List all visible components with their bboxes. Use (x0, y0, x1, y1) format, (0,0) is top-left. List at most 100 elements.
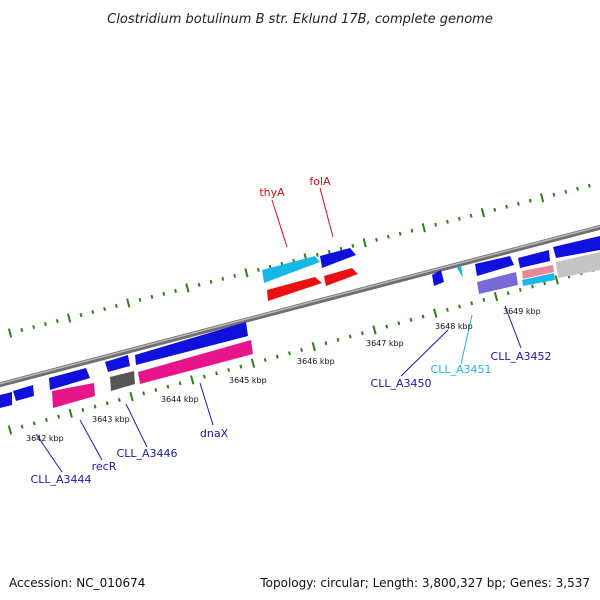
scale-tick (362, 238, 367, 248)
feature-CLL_A3451[interactable] (457, 265, 463, 278)
gene-label-CLL_A3450[interactable]: CLL_A3450 (371, 377, 432, 390)
feature-CLL_A3452[interactable] (518, 250, 550, 268)
scale-tick (554, 275, 559, 285)
scale-tick (505, 204, 509, 209)
scale-tick (55, 318, 59, 323)
scale-tick (386, 234, 390, 239)
scale-tick (493, 291, 499, 302)
scale-tick (162, 291, 166, 296)
inner-scale-track (7, 267, 595, 435)
feature-CLL_A3444[interactable] (49, 368, 90, 390)
scale-tick (209, 279, 213, 284)
gene-label-thyA[interactable]: thyA (259, 186, 285, 199)
scale-tick (233, 273, 237, 278)
gene-label-recR[interactable]: recR (92, 460, 117, 473)
feature-right-2[interactable] (477, 272, 518, 294)
scale-tick (397, 321, 401, 326)
scale-tick (202, 374, 206, 379)
scale-label: 3649 kbp (503, 307, 541, 316)
scale-tick (348, 334, 352, 339)
label-leaders (35, 187, 522, 473)
scale-label: 3643 kbp (92, 415, 130, 424)
scale-tick (91, 309, 95, 314)
scale-tick (311, 341, 316, 352)
scale-tick (138, 297, 142, 302)
scale-tick (150, 294, 154, 299)
scale-tick (457, 216, 461, 221)
feature-folA-rna[interactable] (324, 268, 358, 286)
scale-tick (410, 228, 414, 233)
scale-tick (445, 307, 449, 312)
feature-right-5[interactable] (553, 236, 600, 258)
scale-tick (68, 408, 73, 418)
scale-tick (166, 384, 170, 389)
scale-tick (385, 324, 389, 329)
scale-tick (375, 237, 378, 242)
scale-tick (469, 213, 473, 218)
scale-tick (221, 276, 225, 281)
feature-large-forward[interactable] (135, 322, 248, 365)
gene-label-CLL_A3446[interactable]: CLL_A3446 (117, 447, 178, 460)
feature-small-3[interactable] (105, 355, 130, 372)
scale-tick (518, 287, 522, 292)
scale-tick (227, 367, 231, 372)
scale-tick (20, 328, 24, 332)
gene-label-folA[interactable]: folA (309, 175, 331, 188)
scale-tick (126, 298, 131, 308)
scale-tick (239, 364, 243, 369)
scale-tick (263, 357, 267, 362)
feature-CLL_A3446[interactable] (110, 371, 135, 391)
feature-small-1[interactable] (0, 392, 12, 408)
genome-backbone (0, 224, 600, 388)
scale-tick (129, 392, 134, 402)
scale-tick (339, 246, 343, 251)
scale-tick (174, 288, 177, 293)
scale-tick (506, 291, 510, 296)
feature-dnaX[interactable] (138, 340, 253, 384)
feature-right-1[interactable] (475, 256, 514, 276)
scale-tick (197, 282, 201, 287)
scale-tick (552, 192, 556, 197)
scale-tick (528, 198, 532, 203)
scale-tick (327, 249, 331, 254)
scale-tick (480, 208, 486, 218)
scale-tick (117, 397, 121, 402)
feature-thyA-cds[interactable] (262, 256, 320, 283)
scale-tick (421, 314, 425, 319)
scale-tick (336, 337, 340, 342)
scale-tick (57, 414, 61, 419)
feature-right-4[interactable] (522, 273, 555, 286)
scale-tick (20, 424, 24, 429)
feature-small-2[interactable] (13, 385, 34, 401)
feature-right-6[interactable] (556, 252, 600, 278)
scale-tick (351, 243, 355, 248)
feature-CLL_A3450[interactable] (432, 270, 444, 286)
scale-tick (446, 219, 449, 224)
scale-tick (539, 193, 545, 203)
scale-tick (531, 284, 534, 289)
gene-label-CLL_A3451[interactable]: CLL_A3451 (431, 363, 492, 376)
scale-tick (398, 231, 402, 236)
scale-tick (316, 252, 319, 257)
scale-tick (7, 425, 13, 435)
gene-label-CLL_A3452[interactable]: CLL_A3452 (491, 350, 552, 363)
scale-tick (190, 375, 195, 385)
scale-tick (79, 312, 83, 317)
scale-tick (103, 306, 107, 311)
scale-tick (244, 268, 249, 278)
feature-thyA-rna[interactable] (267, 277, 322, 301)
scale-labels: 3642 kbp 3643 kbp 3644 kbp 3645 kbp 3646… (26, 307, 541, 443)
scale-label: 3644 kbp (161, 395, 199, 404)
topology-text: Topology: circular; Length: 3,800,327 bp… (260, 576, 590, 590)
scale-tick (517, 201, 520, 206)
gene-label-dnaX[interactable]: dnaX (200, 427, 229, 440)
feature-folA-cds[interactable] (320, 248, 356, 268)
feature-right-3[interactable] (522, 265, 554, 279)
gene-label-CLL_A3444[interactable]: CLL_A3444 (31, 473, 92, 486)
scale-tick (32, 324, 36, 329)
scale-tick (324, 341, 328, 346)
scale-tick (421, 223, 426, 233)
scale-label: 3642 kbp (26, 434, 64, 443)
scale-tick (105, 401, 109, 406)
feature-recR[interactable] (52, 383, 95, 408)
